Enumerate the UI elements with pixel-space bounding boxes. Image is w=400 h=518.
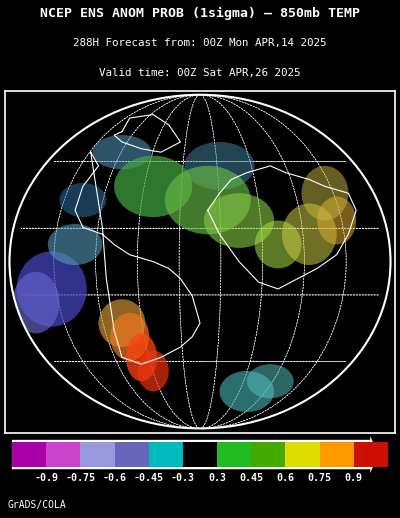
Bar xyxy=(114,442,149,467)
Ellipse shape xyxy=(317,197,356,244)
Ellipse shape xyxy=(13,272,60,334)
Text: 0.45: 0.45 xyxy=(239,473,263,483)
Ellipse shape xyxy=(220,371,274,412)
Bar xyxy=(320,442,354,467)
Text: 0.9: 0.9 xyxy=(345,473,363,483)
Bar xyxy=(12,442,46,467)
Bar xyxy=(354,442,388,467)
Ellipse shape xyxy=(255,221,302,268)
Ellipse shape xyxy=(110,313,149,361)
Text: 0.75: 0.75 xyxy=(308,473,332,483)
Bar xyxy=(251,442,286,467)
Ellipse shape xyxy=(48,224,102,265)
Ellipse shape xyxy=(114,155,192,217)
Ellipse shape xyxy=(282,204,337,265)
Bar xyxy=(80,442,114,467)
Ellipse shape xyxy=(98,299,145,347)
Ellipse shape xyxy=(138,351,169,392)
FancyArrow shape xyxy=(12,436,378,473)
Bar xyxy=(217,442,251,467)
Ellipse shape xyxy=(93,135,151,169)
Ellipse shape xyxy=(184,142,255,190)
Text: GrADS/COLA: GrADS/COLA xyxy=(8,500,67,510)
Bar xyxy=(149,442,183,467)
Text: -0.9: -0.9 xyxy=(34,473,58,483)
Ellipse shape xyxy=(126,334,157,381)
Text: -0.6: -0.6 xyxy=(102,473,126,483)
Bar xyxy=(46,442,80,467)
Text: -0.75: -0.75 xyxy=(65,473,95,483)
Bar xyxy=(183,442,217,467)
Text: Valid time: 00Z Sat APR,26 2025: Valid time: 00Z Sat APR,26 2025 xyxy=(99,68,301,78)
Ellipse shape xyxy=(16,251,87,326)
Text: -0.3: -0.3 xyxy=(171,473,195,483)
Text: -0.45: -0.45 xyxy=(134,473,164,483)
Text: 288H Forecast from: 00Z Mon APR,14 2025: 288H Forecast from: 00Z Mon APR,14 2025 xyxy=(73,38,327,49)
Text: 0.3: 0.3 xyxy=(208,473,226,483)
Bar xyxy=(286,442,320,467)
Ellipse shape xyxy=(247,364,294,398)
Text: NCEP ENS ANOM PROB (1sigma) – 850mb TEMP: NCEP ENS ANOM PROB (1sigma) – 850mb TEMP xyxy=(40,7,360,20)
Ellipse shape xyxy=(165,166,251,234)
Ellipse shape xyxy=(302,166,348,221)
Ellipse shape xyxy=(60,183,106,217)
Circle shape xyxy=(10,95,390,428)
Ellipse shape xyxy=(204,193,274,248)
Text: 0.6: 0.6 xyxy=(276,473,294,483)
